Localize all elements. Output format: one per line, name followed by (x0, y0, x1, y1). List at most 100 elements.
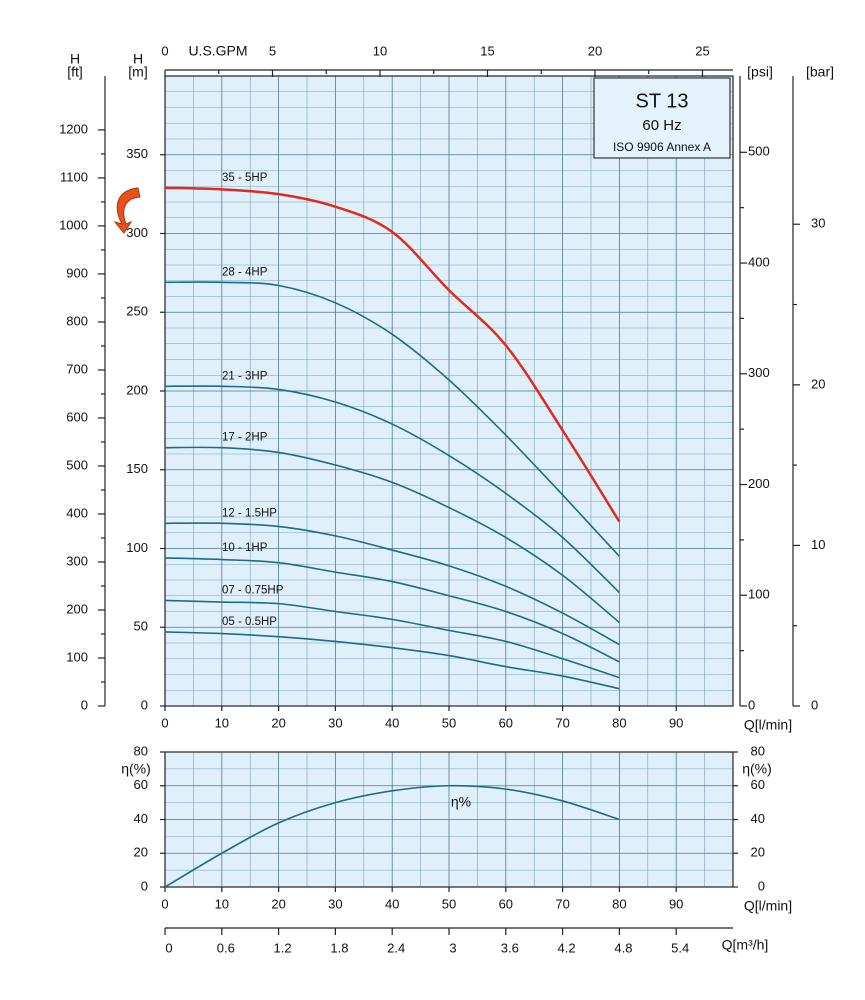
x-tick-label: 30 (328, 715, 342, 730)
info-box: ST 13 60 Hz ISO 9906 Annex A (593, 77, 731, 159)
y-tick-label: 300 (126, 225, 148, 240)
y-tick-label: 200 (126, 382, 148, 397)
ft-axis-tick-label: 1000 (59, 217, 88, 232)
series-label: 10 - 1HP (222, 542, 268, 554)
y-tick-label: 60 (134, 777, 148, 792)
series-label: η% (451, 794, 471, 810)
ft-axis-tick-label: 800 (66, 313, 88, 328)
curve (164, 522, 620, 646)
x-tick-label: 40 (385, 715, 399, 730)
y-tick-label: 20 (134, 845, 148, 860)
ft-axis-tick-label: 1100 (60, 169, 88, 184)
y-tick-label-right: 60 (751, 777, 765, 792)
ft-axis-tick-label: 1200 (59, 121, 88, 136)
x-tick-label: 90 (669, 715, 683, 730)
bar-axis-tick-label: 0 (811, 697, 818, 712)
ft-axis-tick-label: 300 (66, 553, 88, 568)
bar-axis-tick-label: 20 (811, 376, 825, 391)
ft-axis-label: H (70, 51, 80, 67)
y-axis-label: H (133, 51, 143, 67)
m3h-tick-label: 0.6 (217, 940, 235, 955)
x-tick-label: 0 (161, 715, 168, 730)
y-tick-label-right: 20 (751, 845, 765, 860)
psi-axis-tick-label: 400 (748, 254, 770, 269)
info-box-frame (593, 77, 731, 159)
curve (164, 281, 620, 557)
psi-axis-tick-label: 200 (748, 476, 770, 491)
curve (164, 557, 620, 663)
m3h-tick-label: 1.8 (330, 940, 348, 955)
ft-axis-tick-label: 600 (66, 409, 88, 424)
ft-axis-tick-label: 900 (66, 265, 88, 280)
y-tick-label: 0 (141, 697, 148, 712)
x-axis-label: Q[l/min] (744, 898, 792, 914)
gpm-axis-tick-label: 0 (161, 43, 168, 58)
curve (164, 446, 620, 624)
curve (164, 631, 620, 690)
series-label: 28 - 4HP (222, 266, 268, 278)
x-tick-label: 20 (271, 896, 285, 911)
x-tick-label: 30 (328, 896, 342, 911)
x-tick-label: 10 (215, 715, 229, 730)
ft-axis-label: [ft] (67, 64, 83, 80)
m3h-tick-label: 4.8 (614, 940, 632, 955)
y-tick-label-right: 0 (758, 878, 765, 893)
y-tick-label: 0 (141, 878, 148, 893)
series-label: 21 - 3HP (222, 370, 268, 382)
x-tick-label: 0 (161, 896, 168, 911)
curve (164, 599, 620, 679)
y-tick-label: 50 (134, 619, 148, 634)
y-tick-label: 80 (134, 743, 148, 758)
curve (164, 385, 620, 594)
x-tick-label: 40 (385, 896, 399, 911)
y-tick-label: 100 (126, 540, 148, 555)
y-axis-label: [m] (128, 64, 147, 80)
x-tick-label: 50 (442, 715, 456, 730)
psi-axis-tick-label: 500 (748, 144, 770, 159)
m3h-tick-label: 1.2 (274, 940, 292, 955)
y-tick-label: 40 (134, 811, 148, 826)
series-label: 35 - 5HP (222, 172, 268, 184)
x-tick-label: 70 (555, 896, 569, 911)
m3h-tick-label: 3.6 (501, 940, 519, 955)
x-tick-label: 10 (215, 896, 229, 911)
m3h-axis-label: Q[m³/h] (722, 937, 769, 953)
y-tick-label-right: 40 (751, 811, 765, 826)
x-tick-label: 60 (499, 715, 513, 730)
x-tick-label: 20 (271, 715, 285, 730)
x-tick-label: 50 (442, 896, 456, 911)
x-tick-label: 80 (612, 715, 626, 730)
gpm-axis-tick-label: 25 (695, 43, 709, 58)
gpm-axis-tick-label: 20 (588, 43, 602, 58)
m3h-tick-label: 4.2 (558, 940, 576, 955)
psi-axis-tick-label: 100 (748, 587, 770, 602)
gpm-axis-label: U.S.GPM (188, 43, 247, 59)
m3h-tick-label: 0 (165, 940, 172, 955)
x-tick-label: 90 (669, 896, 683, 911)
info-standard: ISO 9906 Annex A (613, 140, 711, 154)
psi-axis-tick-label: 0 (748, 697, 755, 712)
y-tick-label: 250 (126, 304, 148, 319)
series-label: 07 - 0.75HP (222, 585, 284, 597)
x-tick-label: 80 (612, 896, 626, 911)
info-frequency: 60 Hz (642, 117, 681, 134)
m3h-tick-label: 3 (449, 940, 456, 955)
y-tick-label: 150 (126, 461, 148, 476)
info-title: ST 13 (636, 90, 689, 112)
series-label: 12 - 1.5HP (222, 507, 277, 519)
x-axis-label: Q[l/min] (744, 717, 792, 733)
ft-axis-tick-label: 200 (66, 601, 88, 616)
m3h-tick-label: 2.4 (387, 940, 405, 955)
arrow-icon (113, 187, 141, 234)
x-tick-label: 70 (555, 715, 569, 730)
bar-axis-tick-label: 10 (811, 537, 825, 552)
series-label: 05 - 0.5HP (222, 616, 277, 628)
ft-axis-tick-label: 0 (81, 697, 88, 712)
gpm-axis-tick-label: 15 (480, 43, 494, 58)
series-label: 17 - 2HP (222, 432, 268, 444)
y-axis-label-right: η(%) (742, 761, 772, 777)
gpm-axis-tick-label: 10 (373, 43, 387, 58)
y-tick-label-right: 80 (751, 743, 765, 758)
ft-axis-tick-label: 100 (66, 649, 88, 664)
